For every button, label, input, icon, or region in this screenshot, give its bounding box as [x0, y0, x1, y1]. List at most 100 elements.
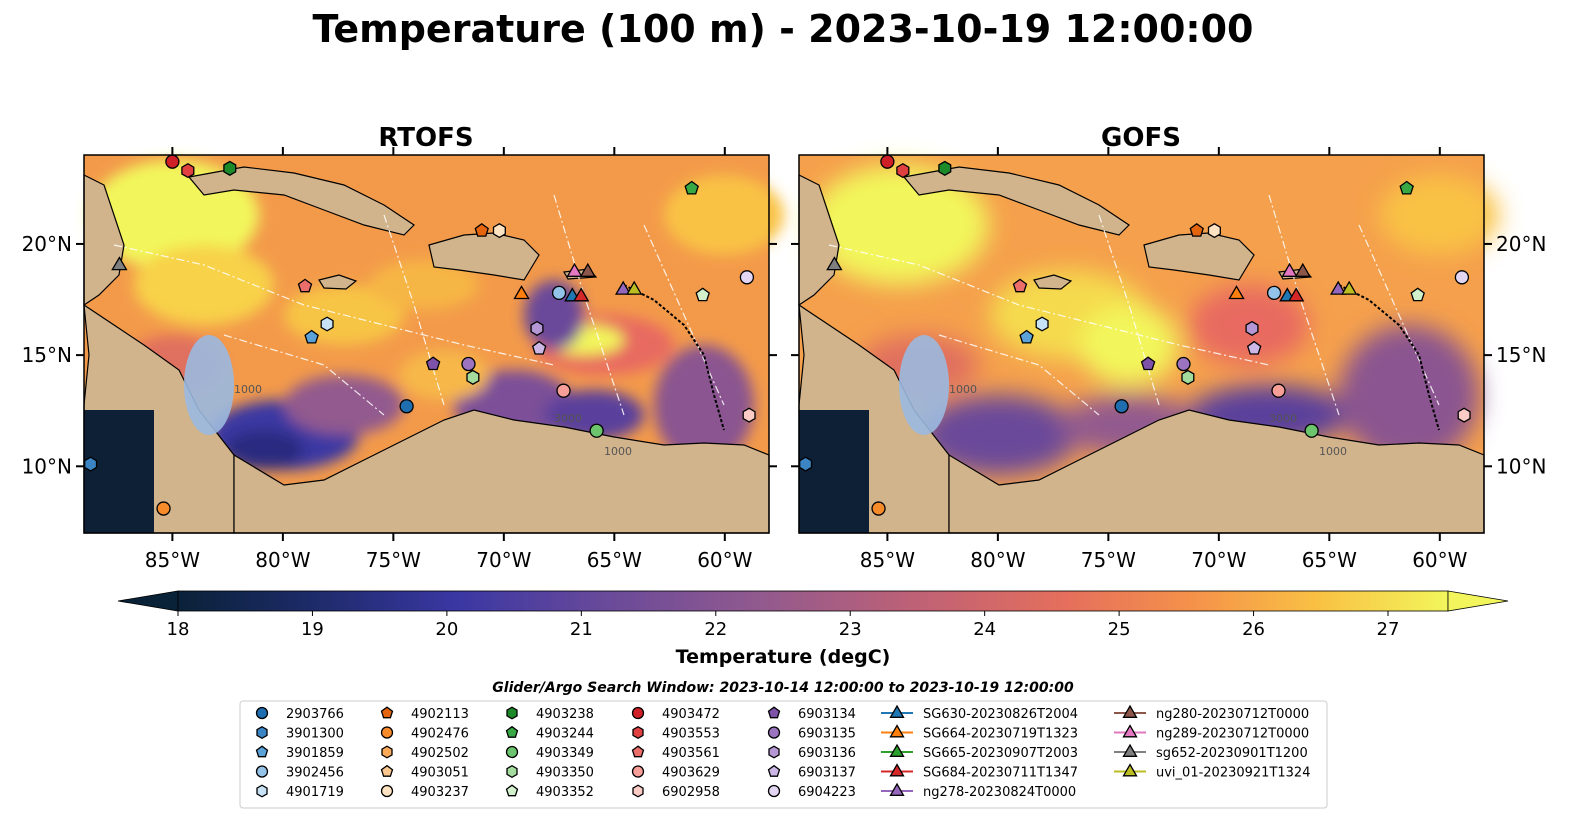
legend-marker-circle [767, 784, 781, 798]
legend-marker-pentagon [255, 745, 269, 758]
float-marker-triangle [579, 262, 596, 277]
legend-label: 4902476 [411, 727, 469, 742]
land-cuba [902, 166, 1130, 236]
float-marker-hexagon [320, 316, 334, 332]
colorbar-tick-label: 24 [973, 619, 996, 640]
legend-label: 6903134 [798, 707, 856, 722]
float-marker-hexagon [938, 160, 952, 176]
legend-marker-hexagon [506, 706, 518, 720]
map-border [83, 154, 770, 534]
panel-gofs: GOFS [791, 123, 1546, 572]
float-marker-pentagon [304, 329, 319, 344]
float-marker-hexagon [896, 162, 910, 179]
float-marker-pentagon [297, 278, 313, 293]
legend-label: 4903352 [536, 785, 594, 800]
isobath-label: 1000 [949, 383, 977, 396]
legend-label: 4902113 [411, 707, 469, 722]
legend-label: 4903472 [662, 707, 720, 722]
lon-tick-label: 60°W [697, 548, 752, 572]
lon-axis: 85°W 80°W 75°W 70°W 65°W 60°W [145, 147, 753, 572]
legend-marker-pentagon [767, 764, 781, 777]
float-marker-triangle [513, 285, 530, 300]
lon-tick-label: 85°W [860, 548, 915, 572]
panel-rtofs: RTOFS [22, 123, 784, 572]
pacific-deep-water [799, 410, 869, 533]
legend-marker-circle [380, 726, 394, 739]
float-marker-pentagon [1019, 329, 1034, 344]
lat-tick-label: 10°N [22, 454, 72, 478]
lon-tick-label: 85°W [145, 548, 200, 572]
legend-label: 6904223 [798, 785, 856, 800]
lon-axis: 85°W 80°W 75°W 70°W 65°W 60°W [860, 147, 1468, 572]
legend-label: SG684-20230711T1347 [923, 766, 1078, 781]
legend-label: 3901859 [286, 746, 344, 761]
land-cuba [187, 166, 415, 236]
legend-marker-triangle [889, 704, 905, 718]
legend-label: 4903629 [662, 766, 720, 781]
isobath-label: 3000 [1269, 412, 1297, 425]
legend-marker-triangle [1122, 763, 1138, 777]
float-marker-triangle [1281, 262, 1298, 277]
isobath-label: 1000 [234, 383, 262, 396]
float-marker-hexagon [742, 407, 756, 423]
float-marker-pentagon [1410, 287, 1425, 302]
float-marker-triangle [626, 280, 643, 295]
float-marker-triangle [1228, 285, 1245, 300]
float-marker-pentagon [1189, 222, 1204, 237]
isobath-label: 1000 [1319, 445, 1347, 458]
legend-marker-pentagon [505, 725, 519, 738]
float-marker-triangle [614, 280, 632, 295]
float-marker-circle [556, 383, 571, 398]
lon-tick-label: 70°W [476, 548, 531, 572]
legend-label: 4903350 [536, 766, 594, 781]
land-jamaica [1033, 274, 1073, 290]
float-marker-circle [1266, 285, 1282, 301]
legend-entries: 2903766 3901300 3901859 3902456 4901719 49021… [255, 704, 1310, 800]
legend-marker-hexagon [768, 745, 780, 759]
lon-tick-label: 60°W [1412, 548, 1467, 572]
legend-label: 6902958 [662, 785, 720, 800]
float-marker-hexagon [1035, 316, 1049, 332]
float-marker-pentagon [1246, 340, 1262, 355]
legend-label: 4903349 [536, 746, 594, 761]
legend-label: 3902456 [286, 766, 344, 781]
pacific-deep-water [84, 410, 154, 533]
legend-marker-hexagon [256, 725, 268, 740]
legend-label: SG664-20230719T1323 [923, 727, 1078, 742]
colorbar-tick-label: 21 [570, 619, 593, 640]
legend-marker-triangle [889, 763, 905, 777]
lon-tick-label: 65°W [1302, 548, 1357, 572]
float-marker-pentagon [531, 340, 547, 355]
lon-tick-label: 65°W [587, 548, 642, 572]
float-marker-pentagon [695, 287, 710, 302]
float-marker-hexagon [1457, 407, 1471, 423]
legend-marker-triangle [889, 724, 905, 738]
lat-tick-label: 15°N [22, 343, 72, 367]
lon-tick-label: 75°W [366, 548, 421, 572]
legend-label: 2903766 [286, 707, 344, 722]
float-marker-circle [739, 270, 755, 285]
island-arc [1338, 284, 1440, 431]
marker-layer [84, 154, 756, 516]
colorbar-tick-label: 19 [301, 619, 324, 640]
lon-tick-label: 70°W [1191, 548, 1246, 572]
colorbar-tick-label: 23 [839, 619, 862, 640]
legend-label: 3901300 [286, 727, 344, 742]
land-jamaica [318, 274, 358, 290]
map-frame: 1000 3000 1000 [83, 154, 784, 534]
float-marker-pentagon [474, 222, 489, 237]
float-marker-triangle [566, 262, 583, 277]
legend-label: 4903553 [662, 727, 720, 742]
lat-tick-label: 10°N [1496, 454, 1546, 478]
lon-tick-label: 80°W [255, 548, 310, 572]
float-marker-circle [461, 356, 476, 372]
legend-label: 4903237 [411, 785, 469, 800]
legend-marker-circle [631, 765, 645, 778]
legend-marker-triangle [1122, 743, 1138, 757]
float-marker-circle [156, 501, 171, 516]
float-marker-pentagon [1140, 356, 1156, 371]
lat-tick-label: 15°N [1496, 343, 1546, 367]
float-marker-triangle [1287, 287, 1305, 302]
float-marker-circle [165, 154, 180, 169]
